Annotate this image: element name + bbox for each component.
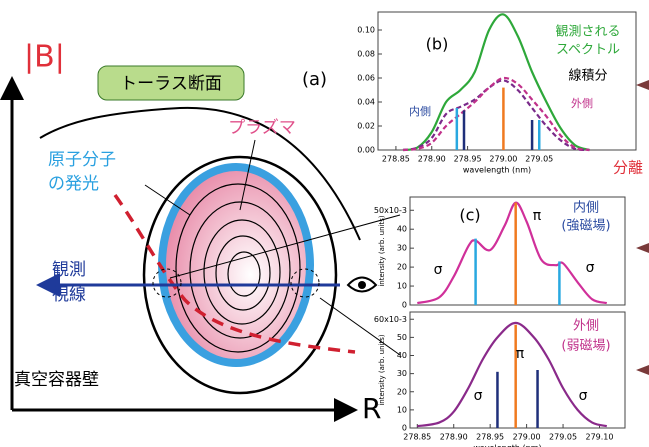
x-tick-label: 278.90 <box>440 433 468 442</box>
annotation: σ <box>474 388 483 404</box>
x-axis-label: wavelength (nm) <box>463 166 531 175</box>
x-tick-label: 279.05 <box>525 155 553 164</box>
x-axis-label: wavelength (nm) <box>473 444 541 447</box>
eye <box>348 278 376 292</box>
annotation: 線積分 <box>568 68 607 84</box>
y-tick-label: 10 <box>397 282 407 291</box>
y-tick-label: 0.08 <box>357 50 375 59</box>
x-tick-label: 279.00 <box>489 155 517 164</box>
annotation: 外側 <box>571 97 593 110</box>
x-tick-label: 278.85 <box>403 433 431 442</box>
y-tick-label: 30 <box>397 369 407 378</box>
annotation: 外側 <box>573 319 599 334</box>
x-tick-label: 279.00 <box>513 433 541 442</box>
y-tick-label: 0.00 <box>357 146 375 155</box>
annotation: (弱磁場) <box>561 339 610 354</box>
annotation: (b) <box>426 35 449 54</box>
y-tick-label: 0.04 <box>357 98 375 107</box>
plasma-label: プラズマ <box>228 118 296 138</box>
y-tick-label: 0 <box>402 424 407 433</box>
side-arrows <box>636 80 649 375</box>
annotation: π <box>516 346 525 362</box>
y-tick-label: 60x10-3 <box>374 315 407 324</box>
x-tick-label: 278.85 <box>382 155 410 164</box>
spectrum-line <box>403 80 589 150</box>
y-tick-label: 20 <box>397 387 407 396</box>
annotation: π <box>533 208 542 224</box>
y-tick-label: 0 <box>402 301 407 310</box>
annotation: σ <box>579 388 588 404</box>
axis-label: |B| <box>24 40 65 75</box>
y-tick-label: 0.10 <box>357 26 375 35</box>
x-tick-label: 278.95 <box>454 155 482 164</box>
y-tick-label: 0.02 <box>357 122 375 131</box>
title: トーラス断面 <box>120 74 222 94</box>
spectrum-line <box>403 78 589 150</box>
y-tick-label: 50 <box>397 333 407 342</box>
y-axis-label: intensity (arb. units) <box>378 215 386 287</box>
annotation: σ <box>434 262 443 278</box>
sightline-label: 観測 <box>52 260 86 280</box>
annotation: スペクトル <box>556 43 620 58</box>
plasma <box>162 167 310 363</box>
y-tick-label: 0.06 <box>357 74 375 83</box>
y-tick-label: 40 <box>397 351 407 360</box>
y-axis-label: intensity (arb. units) <box>378 334 386 406</box>
y-tick-label: 10 <box>397 405 407 414</box>
annotation: 内側 <box>409 104 431 118</box>
annotation: 観測される <box>555 25 620 40</box>
annotation: 分離 <box>613 159 643 177</box>
annotation: σ <box>586 260 595 276</box>
emission-label: 原子分子 <box>48 150 116 170</box>
y-tick-label: 30 <box>397 244 407 253</box>
wall-label: 真空容器壁 <box>14 370 99 390</box>
x-tick-label: 279.05 <box>549 433 577 442</box>
sightline-label: 視線 <box>52 285 86 305</box>
annotation: (強磁場) <box>561 219 610 234</box>
annotation: 内側 <box>573 200 599 216</box>
pointer <box>320 298 400 355</box>
emission-label: の発光 <box>48 174 99 194</box>
y-tick-label: 50x10-3 <box>374 206 407 215</box>
figure: |B| R トーラス断面 (a) プラズマ 原子分子 の発光 観測 視線 真空容… <box>0 0 649 447</box>
y-tick-label: 40 <box>397 225 407 234</box>
x-tick-label: 278.95 <box>476 433 504 442</box>
annotation: (c) <box>459 206 480 225</box>
panel-label: (a) <box>302 69 327 90</box>
x-tick-label: 279.10 <box>585 433 613 442</box>
y-tick-label: 20 <box>397 263 407 272</box>
x-tick-label: 278.90 <box>418 155 446 164</box>
